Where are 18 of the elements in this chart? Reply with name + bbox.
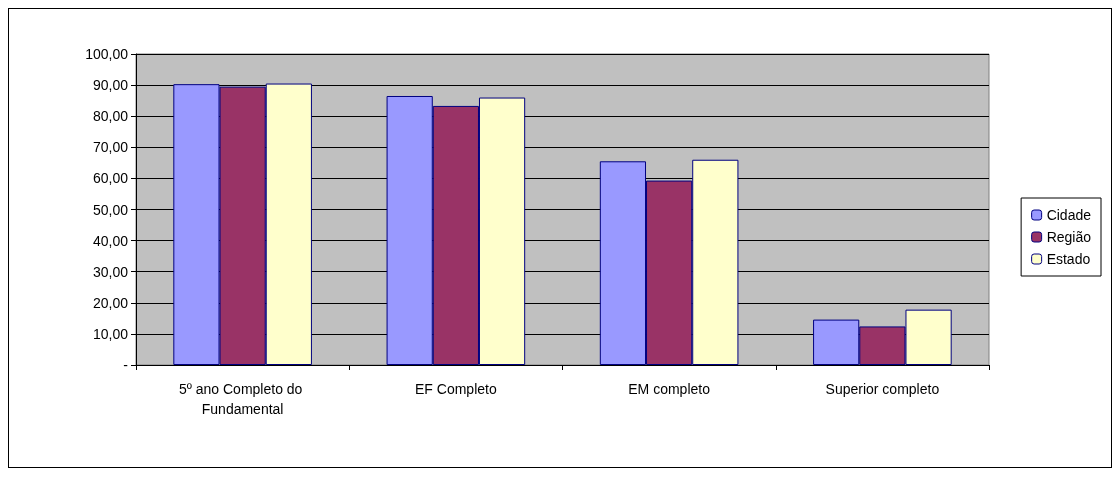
y-tick-label: 80,00 <box>92 108 129 125</box>
legend-label: Região <box>1046 229 1092 245</box>
y-tick-label: 60,00 <box>92 170 129 187</box>
legend-label: Cidade <box>1046 207 1092 223</box>
x-tick-label: EM completo <box>628 381 711 397</box>
y-tick-label: 30,00 <box>92 263 129 280</box>
y-tick-label: - <box>123 357 129 373</box>
y-tick-label: 100,00 <box>85 46 129 62</box>
x-tick-label: 5º ano Completo do Fundamental <box>178 381 307 417</box>
x-tick-label: Superior completo <box>825 381 940 397</box>
y-tick-label: 10,00 <box>92 325 129 342</box>
legend-label: Estado <box>1046 251 1091 267</box>
y-tick-label: 40,00 <box>92 232 129 249</box>
y-tick-label: 50,00 <box>92 201 129 218</box>
y-tick-label: 90,00 <box>92 77 129 94</box>
x-tick-label: EF Completo <box>415 381 497 397</box>
y-tick-label: 70,00 <box>92 139 129 156</box>
y-tick-label: 20,00 <box>92 294 129 311</box>
